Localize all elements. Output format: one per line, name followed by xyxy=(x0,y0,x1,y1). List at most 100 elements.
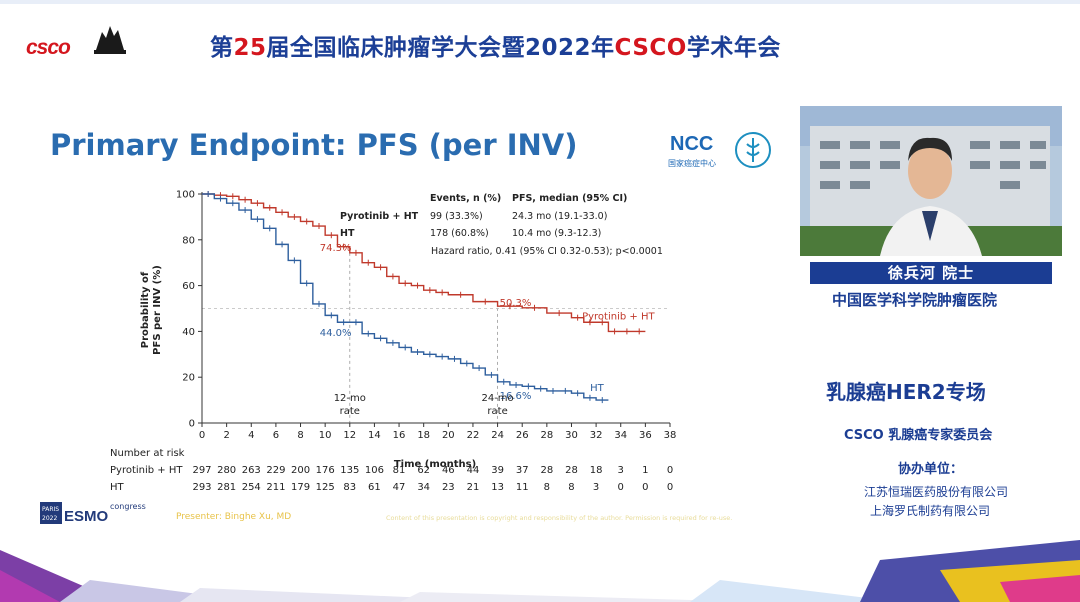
x-tick-label: 38 xyxy=(664,430,677,441)
x-tick-label: 10 xyxy=(319,430,332,441)
risk-value: 176 xyxy=(316,465,335,476)
risk-value: 254 xyxy=(242,482,261,493)
series-end-label: HT xyxy=(590,383,605,394)
y-tick-label: 40 xyxy=(182,327,195,338)
risk-value: 280 xyxy=(217,465,236,476)
rate-label: 44.0% xyxy=(320,328,352,339)
risk-value: 13 xyxy=(491,482,504,493)
x-tick-label: 22 xyxy=(467,430,480,441)
co-organizer-2: 上海罗氏制药有限公司 xyxy=(870,504,991,518)
rate-caption: 24-mo xyxy=(481,393,513,404)
x-tick-label: 18 xyxy=(417,430,430,441)
risk-table-values: 297 280 263 229 200 176 135 106 81 62 46 44 39 37 28 28… xyxy=(192,465,673,493)
x-tick-label: 36 xyxy=(639,430,652,441)
risk-value: 61 xyxy=(368,482,381,493)
x-tick-label: 28 xyxy=(540,430,553,441)
ncc-logo-subtitle: 国家癌症中心 xyxy=(668,159,716,168)
y-axis-label-line1: Probability of xyxy=(140,271,151,348)
legend-row-pfs-pyrotinib: 24.3 mo (19.1-33.0) xyxy=(512,211,607,222)
x-tick-label: 8 xyxy=(297,430,303,441)
rate-label: 16.6% xyxy=(500,391,532,402)
rate-label: 50.3% xyxy=(500,298,532,309)
legend-row-label-pyrotinib: Pyrotinib + HT xyxy=(340,211,419,222)
co-organizer-label: 协办单位： xyxy=(898,462,964,477)
y-tick-label: 80 xyxy=(182,235,195,246)
y-tick-label: 20 xyxy=(182,373,195,384)
esmo-congress-logo: PARIS 2022 ESMO congress xyxy=(40,502,146,525)
risk-table-title: Number at risk xyxy=(110,448,185,459)
conference-title: 第25届全国临床肿瘤学大会暨2022年CSCO学术年会 xyxy=(210,35,781,61)
committee-name: CSCO 乳腺癌专家委员会 xyxy=(844,428,993,443)
ncc-logo-text: NCC xyxy=(670,133,714,155)
risk-row-label-ht: HT xyxy=(110,482,125,493)
legend-row-events-ht: 178 (60.8%) xyxy=(430,228,489,239)
slide-title: Primary Endpoint: PFS (per INV) xyxy=(50,128,578,162)
risk-value: 297 xyxy=(192,465,211,476)
legend-row-events-pyrotinib: 99 (33.3%) xyxy=(430,211,483,222)
hospital-emblem-icon xyxy=(735,132,771,168)
risk-value: 62 xyxy=(417,465,430,476)
risk-value: 293 xyxy=(192,482,211,493)
x-tick-label: 14 xyxy=(368,430,381,441)
risk-value: 200 xyxy=(291,465,310,476)
x-axis-label: Time (months) xyxy=(394,459,476,470)
y-tick-label: 60 xyxy=(182,281,195,292)
risk-value: 37 xyxy=(516,465,529,476)
y-tick-label: 0 xyxy=(189,419,195,430)
risk-value: 46 xyxy=(442,465,455,476)
x-tick-label: 16 xyxy=(393,430,406,441)
copyright-notice: Content of this presentation is copyrigh… xyxy=(386,514,733,522)
legend-row-label-ht: HT xyxy=(340,228,355,239)
chart-axes: 0 2 4 6 8 10 12 14 16 18 20 22 24 26 28 30 32 34 36 3802040… xyxy=(176,190,676,442)
risk-value: 21 xyxy=(467,482,480,493)
x-tick-label: 4 xyxy=(248,430,254,441)
risk-value: 106 xyxy=(365,465,384,476)
x-tick-label: 34 xyxy=(614,430,627,441)
risk-value: 179 xyxy=(291,482,310,493)
risk-value: 263 xyxy=(242,465,261,476)
speaker-institution: 中国医学科学院肿瘤医院 xyxy=(832,291,998,309)
esmo-city: PARIS xyxy=(42,506,59,513)
risk-value: 281 xyxy=(217,482,236,493)
risk-value: 0 xyxy=(667,465,673,476)
esmo-suffix: congress xyxy=(110,502,146,511)
risk-value: 11 xyxy=(516,482,529,493)
x-tick-label: 24 xyxy=(491,430,504,441)
speaker-name: 徐兵河 院士 xyxy=(810,262,1052,284)
risk-value: 3 xyxy=(618,465,624,476)
presenter-credit: Presenter: Binghe Xu, MD xyxy=(176,512,292,522)
csco-logo: csco xyxy=(26,36,71,59)
rate-caption-sub: rate xyxy=(487,406,507,417)
rate-caption-sub: rate xyxy=(340,406,360,417)
legend-row-pfs-ht: 10.4 mo (9.3-12.3) xyxy=(512,228,601,239)
esmo-year: 2022 xyxy=(42,515,57,522)
risk-value: 39 xyxy=(491,465,504,476)
risk-value: 23 xyxy=(442,482,455,493)
chart-series xyxy=(202,191,646,404)
series-line-ht xyxy=(202,193,609,401)
x-tick-label: 26 xyxy=(516,430,529,441)
y-axis-label-line2: PFS per INV (%) xyxy=(152,265,163,355)
risk-value: 229 xyxy=(266,465,285,476)
x-tick-label: 12 xyxy=(343,430,356,441)
x-tick-label: 20 xyxy=(442,430,455,441)
risk-value: 0 xyxy=(667,482,673,493)
session-title: 乳腺癌HER2专场 xyxy=(826,380,986,404)
csco-emblem-icon xyxy=(94,26,126,54)
risk-value: 44 xyxy=(467,465,480,476)
chart-guides xyxy=(202,252,670,423)
x-tick-label: 6 xyxy=(273,430,279,441)
x-tick-label: 2 xyxy=(223,430,229,441)
series-end-label: Pyrotinib + HT xyxy=(582,311,655,322)
esmo-name: ESMO xyxy=(64,508,109,525)
risk-value: 34 xyxy=(417,482,430,493)
legend-header-events: Events, n (%) xyxy=(430,193,501,204)
risk-value: 28 xyxy=(540,465,553,476)
risk-value: 18 xyxy=(590,465,603,476)
risk-value: 135 xyxy=(340,465,359,476)
co-organizer-1: 江苏恒瑞医药股份有限公司 xyxy=(864,485,1009,499)
risk-value: 8 xyxy=(544,482,550,493)
legend-header-pfs: PFS, median (95% CI) xyxy=(512,193,627,204)
risk-value: 0 xyxy=(618,482,624,493)
rate-label: 74.3% xyxy=(320,243,352,254)
